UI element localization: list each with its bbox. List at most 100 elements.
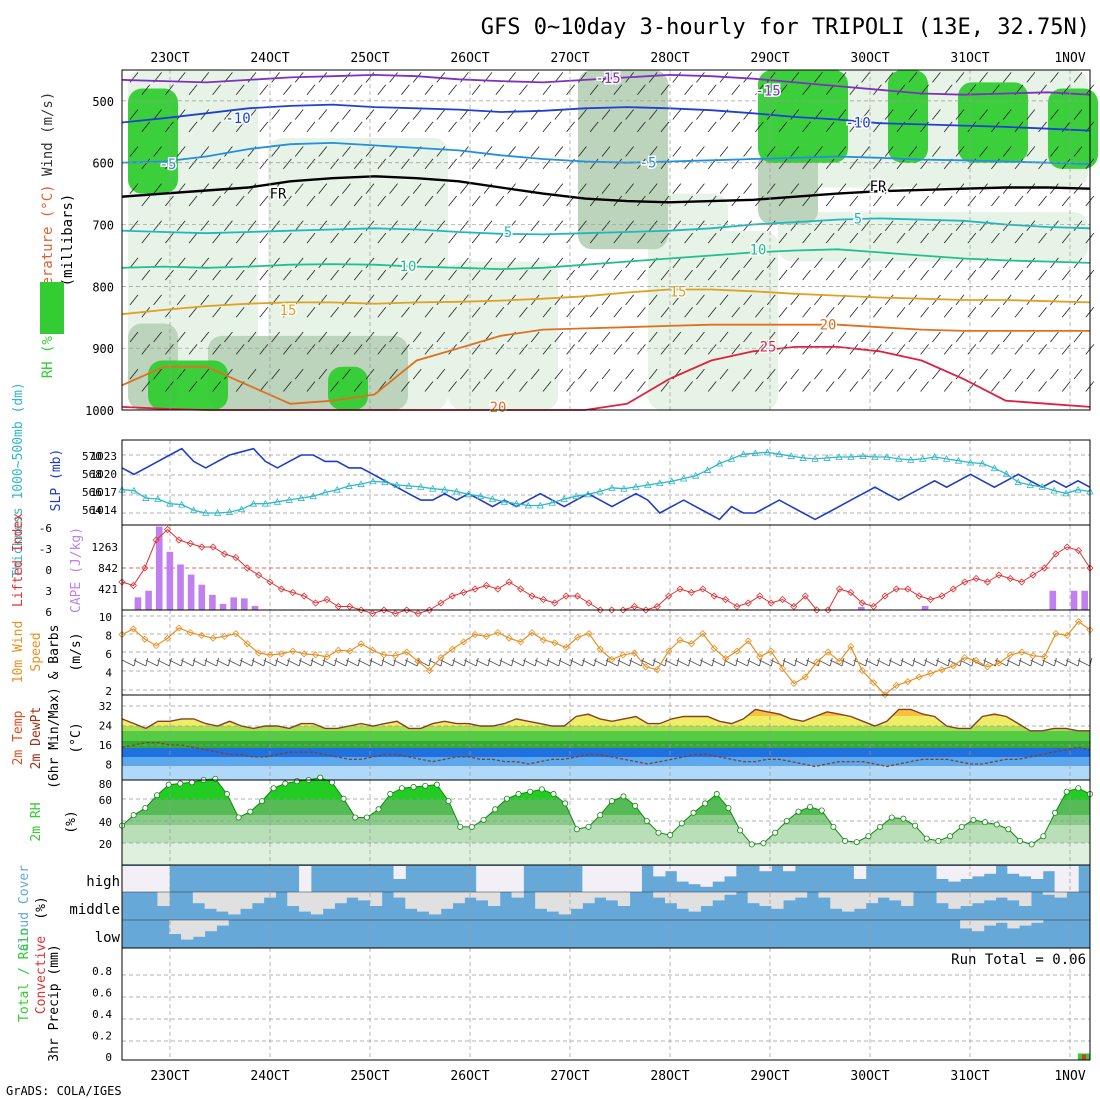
wind10-point bbox=[596, 645, 604, 653]
wind-barb bbox=[212, 381, 221, 392]
wind-barb bbox=[542, 344, 552, 355]
wind-barb bbox=[342, 183, 351, 194]
wind-barb bbox=[861, 331, 870, 343]
cloud-gap bbox=[971, 920, 985, 932]
wind-barb bbox=[696, 294, 705, 306]
wind-barb bbox=[991, 381, 1000, 392]
y-tick-label: 40 bbox=[99, 816, 112, 829]
temp-band bbox=[122, 766, 1090, 780]
y-tick-label-left: 566 bbox=[82, 486, 102, 499]
wind-barb bbox=[849, 121, 859, 133]
wind-barb bbox=[271, 146, 280, 157]
wind-barb bbox=[825, 269, 835, 281]
rh2m-point bbox=[877, 823, 884, 830]
wind10-barb-flag bbox=[239, 657, 243, 667]
thickness-point bbox=[285, 496, 293, 503]
rh2m-point bbox=[818, 807, 825, 814]
wind-barb bbox=[483, 220, 493, 231]
wind-barb bbox=[436, 109, 446, 120]
wind-barb bbox=[1002, 368, 1012, 380]
wind-barb bbox=[637, 121, 646, 133]
wind-barb bbox=[837, 257, 847, 269]
wind-barb bbox=[932, 72, 941, 83]
y-tick-label: 16 bbox=[99, 739, 112, 752]
cloud-gap bbox=[145, 866, 158, 892]
wind-barb bbox=[283, 158, 292, 170]
wind-barb bbox=[353, 307, 363, 318]
wind10-barb bbox=[192, 659, 206, 667]
temp2m-ylabel-3: (6hr Min/Max) bbox=[47, 687, 62, 789]
rh-region-light bbox=[648, 230, 778, 410]
wind-barb bbox=[672, 72, 682, 83]
wind-barb bbox=[519, 344, 528, 355]
wind10-barb bbox=[558, 659, 571, 667]
lifted-index-point bbox=[699, 585, 707, 593]
wind10-barb-flag bbox=[652, 657, 656, 667]
y-tick-label: 0.2 bbox=[92, 1030, 112, 1043]
wind10-point bbox=[346, 647, 354, 655]
wind-barb bbox=[519, 381, 528, 392]
cloud-gap bbox=[688, 866, 701, 885]
temp-band bbox=[122, 757, 1090, 766]
thickness-point bbox=[560, 495, 568, 502]
cloud-gap bbox=[1007, 920, 1020, 929]
contour-label: -5 bbox=[160, 157, 177, 173]
cape-bar bbox=[155, 526, 163, 610]
precip-ylabel-conv: Convective bbox=[34, 936, 49, 1014]
wind-barb bbox=[1014, 158, 1024, 170]
rh-band bbox=[122, 843, 1090, 865]
wind10-barb-flag bbox=[180, 657, 184, 667]
cloud-gap bbox=[700, 892, 713, 906]
wind-barb bbox=[932, 220, 941, 231]
wind-barb bbox=[1038, 232, 1047, 244]
wind-barb bbox=[424, 269, 434, 281]
wind10-point bbox=[1040, 653, 1049, 661]
wind-barb bbox=[448, 195, 457, 207]
cape-bar bbox=[166, 551, 174, 610]
rh2m-point bbox=[783, 818, 790, 825]
cloud-ylabel-unit: (%) bbox=[34, 896, 49, 919]
wind-barb bbox=[530, 331, 540, 343]
wind-barb bbox=[755, 381, 764, 392]
thickness-point bbox=[739, 450, 748, 458]
cloud-gap bbox=[157, 892, 170, 906]
wind-barb bbox=[542, 269, 552, 281]
wind-barb bbox=[601, 72, 611, 83]
wind-barb bbox=[825, 381, 835, 392]
wind10-point bbox=[255, 649, 263, 657]
wind10-point bbox=[1052, 630, 1060, 638]
cape-bar bbox=[1049, 590, 1057, 610]
wind10-barb bbox=[758, 659, 772, 667]
wind-barb bbox=[932, 109, 941, 120]
x-tick-label-top: 25OCT bbox=[350, 51, 389, 66]
wind10-barb-flag bbox=[593, 657, 597, 667]
wind10-point bbox=[528, 629, 536, 637]
wind10-point bbox=[539, 636, 547, 644]
cloud-gap bbox=[1007, 892, 1020, 901]
wind10-barb bbox=[345, 659, 359, 667]
wind10-point bbox=[1006, 651, 1014, 659]
wind-barb bbox=[1073, 146, 1083, 157]
wind-barb bbox=[483, 294, 493, 306]
wind10-barb bbox=[475, 659, 489, 667]
lifted-index-point bbox=[1006, 574, 1014, 583]
cloud-gap bbox=[499, 866, 513, 892]
x-tick-label-bottom: 29OCT bbox=[750, 1069, 789, 1084]
wind-barb bbox=[471, 232, 481, 244]
thickness-point bbox=[871, 453, 879, 460]
wind10-point bbox=[938, 666, 946, 674]
wind10-barb bbox=[817, 659, 831, 667]
wind-barb bbox=[648, 109, 658, 120]
thickness-point bbox=[142, 494, 150, 501]
wind-barb bbox=[578, 146, 587, 157]
wind-barb bbox=[401, 381, 410, 392]
wind-barb bbox=[884, 220, 894, 231]
wind10-point bbox=[1018, 648, 1026, 656]
cloud-gap bbox=[936, 866, 949, 879]
wind-barb bbox=[672, 257, 682, 269]
cloud-gap bbox=[983, 892, 997, 901]
wind-barb bbox=[967, 381, 977, 392]
wind10-barb-flag bbox=[263, 657, 267, 667]
wind-barb bbox=[979, 146, 988, 157]
cloud-gap bbox=[948, 866, 961, 882]
